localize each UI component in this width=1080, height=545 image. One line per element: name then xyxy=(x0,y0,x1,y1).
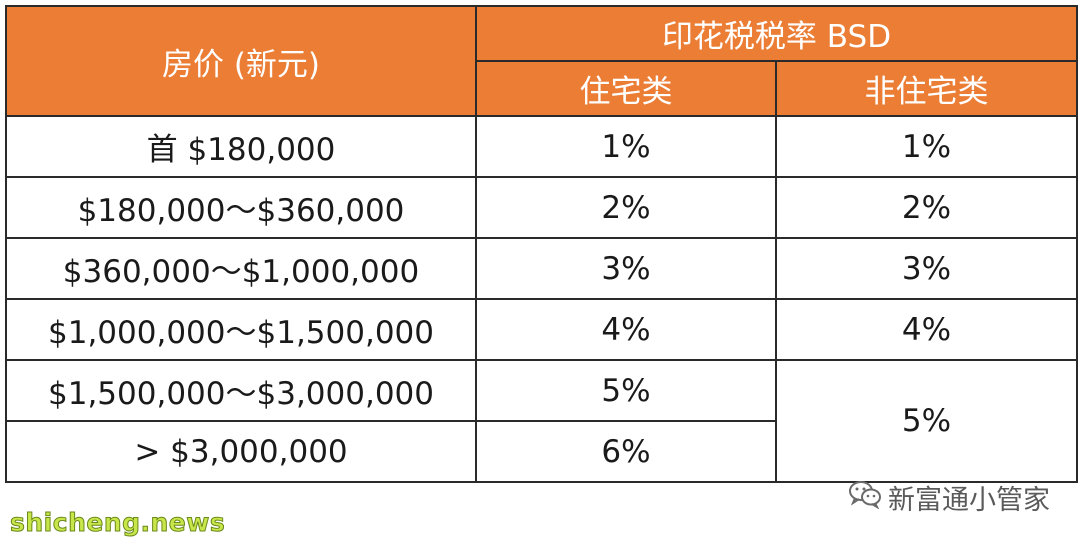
header-row-1: 房价 (新元) 印花税税率 BSD xyxy=(5,5,1078,117)
price-cell: > $3,000,000 xyxy=(5,420,477,483)
wechat-watermark: 新富通小管家 xyxy=(848,478,1050,517)
bsd-rate-table: 房价 (新元) 印花税税率 BSD 住宅类 非住宅类 首 $180,000 1%… xyxy=(5,5,1078,483)
table-row: $1,500,000～$3,000,000 5% 5% xyxy=(5,359,1078,483)
non-residential-rate-cell: 4% xyxy=(775,298,1078,361)
header-residential: 住宅类 xyxy=(475,60,777,117)
residential-rate-cell: 3% xyxy=(475,237,777,300)
table-row: $360,000～$1,000,000 3% 3% xyxy=(5,237,1078,300)
non-residential-rate-cell-merged: 5% xyxy=(775,359,1078,483)
non-residential-rate-cell: 3% xyxy=(775,237,1078,300)
price-cell: $1,500,000～$3,000,000 xyxy=(5,359,477,422)
price-cell: $1,000,000～$1,500,000 xyxy=(5,298,477,361)
residential-rate-cell: 6% xyxy=(475,420,777,483)
watermark-text: 新富通小管家 xyxy=(888,485,1050,516)
table-row: $180,000～$360,000 2% 2% xyxy=(5,176,1078,239)
residential-rate-cell: 1% xyxy=(475,115,777,178)
non-residential-rate-cell: 1% xyxy=(775,115,1078,178)
non-residential-rate-cell: 2% xyxy=(775,176,1078,239)
table-row: 首 $180,000 1% 1% xyxy=(5,115,1078,178)
header-non-residential: 非住宅类 xyxy=(775,60,1078,117)
residential-rate-cell: 5% xyxy=(475,359,777,422)
residential-rate-cell: 2% xyxy=(475,176,777,239)
header-price: 房价 (新元) xyxy=(5,5,477,117)
wechat-icon xyxy=(848,479,882,516)
price-cell: $360,000～$1,000,000 xyxy=(5,237,477,300)
price-cell: $180,000～$360,000 xyxy=(5,176,477,239)
residential-rate-cell: 4% xyxy=(475,298,777,361)
header-bsd-rate: 印花税税率 BSD xyxy=(475,5,1078,62)
table-row: > $3,000,000 6% xyxy=(5,420,1077,483)
price-cell: 首 $180,000 xyxy=(5,115,477,178)
table-row: $1,000,000～$1,500,000 4% 4% xyxy=(5,298,1078,361)
header-row-2: 住宅类 非住宅类 xyxy=(6,60,1078,117)
site-watermark: shicheng.news xyxy=(9,508,226,538)
